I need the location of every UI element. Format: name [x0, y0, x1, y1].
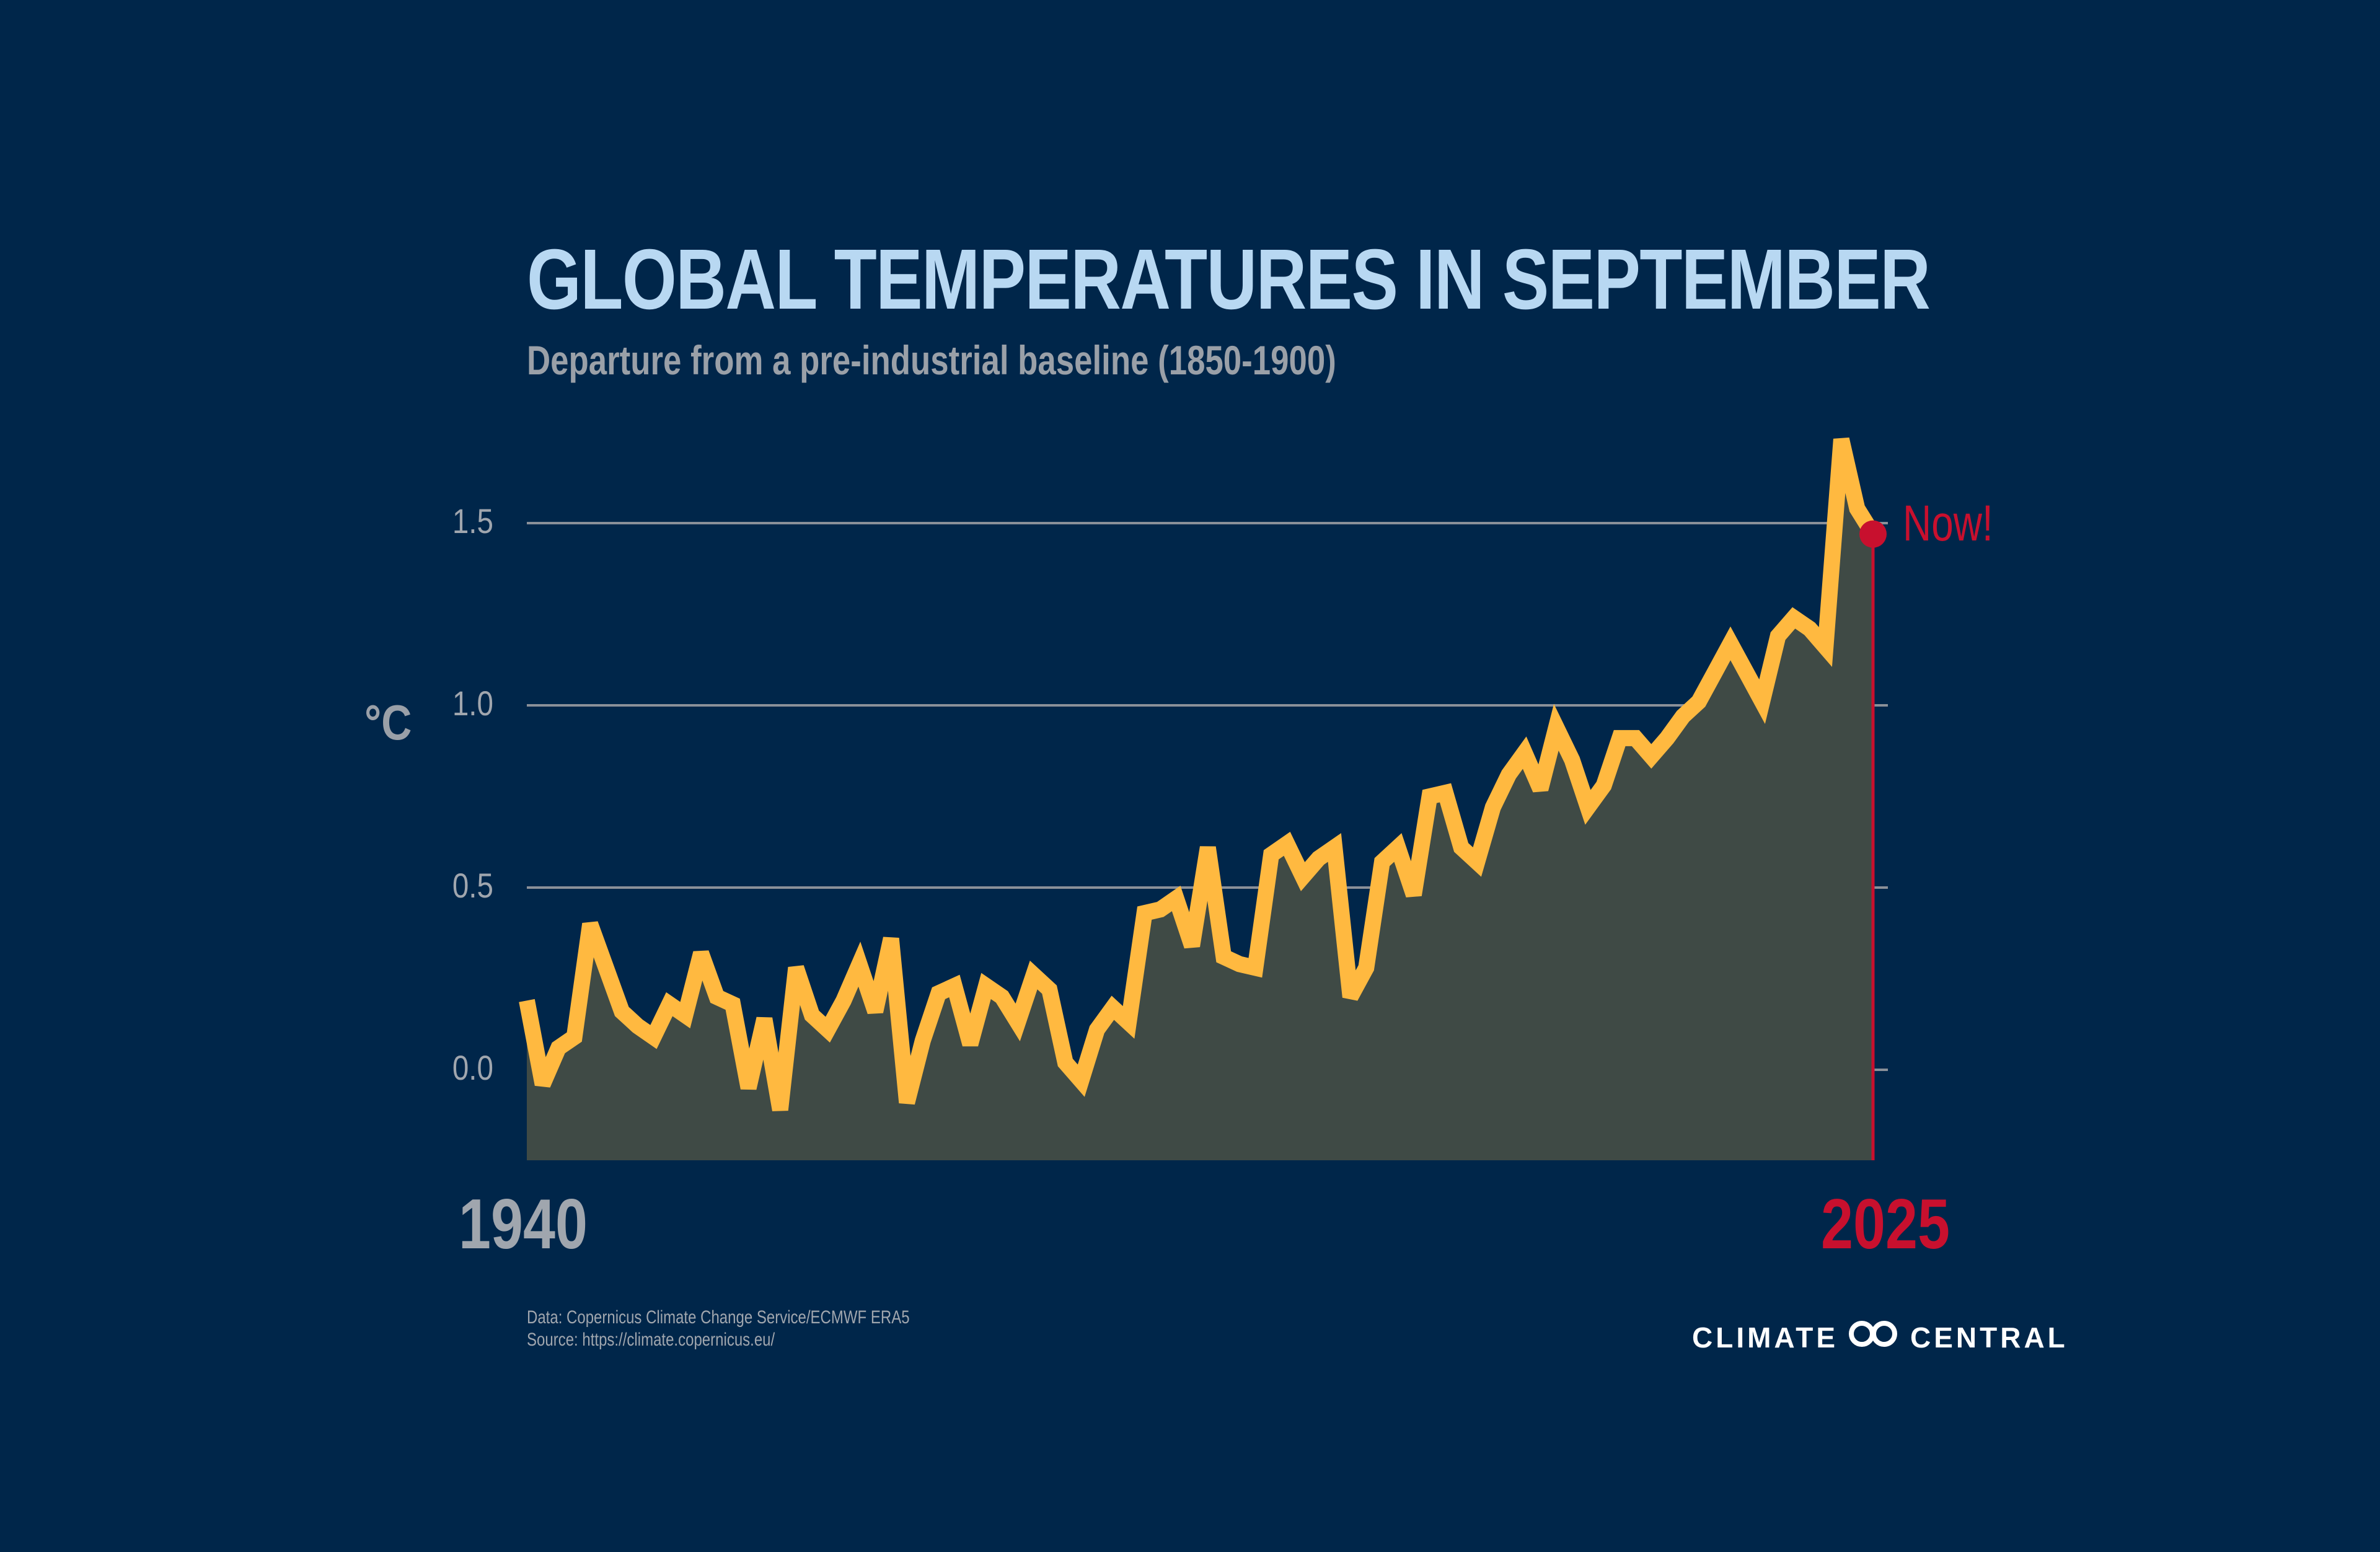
temperature-line	[519, 437, 1880, 1111]
source-line-url: Source: https://climate.copernicus.eu/	[527, 1329, 775, 1350]
area-fill	[527, 439, 1873, 1160]
source-note: Data: Copernicus Climate Change Service/…	[527, 1307, 910, 1351]
y-tick-label: 1.5	[452, 501, 493, 540]
source-line-data: Data: Copernicus Climate Change Service/…	[527, 1307, 910, 1328]
chart-title: GLOBAL TEMPERATURES IN SEPTEMBER	[527, 232, 1931, 327]
climate-central-logo: CLIMATE CENTRAL	[1692, 1319, 2068, 1356]
y-axis-label: °C	[364, 695, 412, 750]
now-marker-dot	[1859, 520, 1887, 548]
infinity-rings-icon	[1844, 1319, 1902, 1356]
y-tick-label: 1.0	[452, 684, 493, 723]
chart-subtitle: Departure from a pre-industrial baseline…	[527, 337, 1336, 383]
x-tick-start-label: 1940	[459, 1185, 588, 1264]
logo-text-climate: CLIMATE	[1692, 1321, 1839, 1354]
x-tick-end-label: 2025	[1821, 1185, 1950, 1264]
y-tick-label: 0.5	[452, 866, 493, 905]
now-annotation: Now!	[1903, 495, 1993, 552]
logo-text-central: CENTRAL	[1910, 1321, 2068, 1354]
y-tick-label: 0.0	[452, 1048, 493, 1087]
